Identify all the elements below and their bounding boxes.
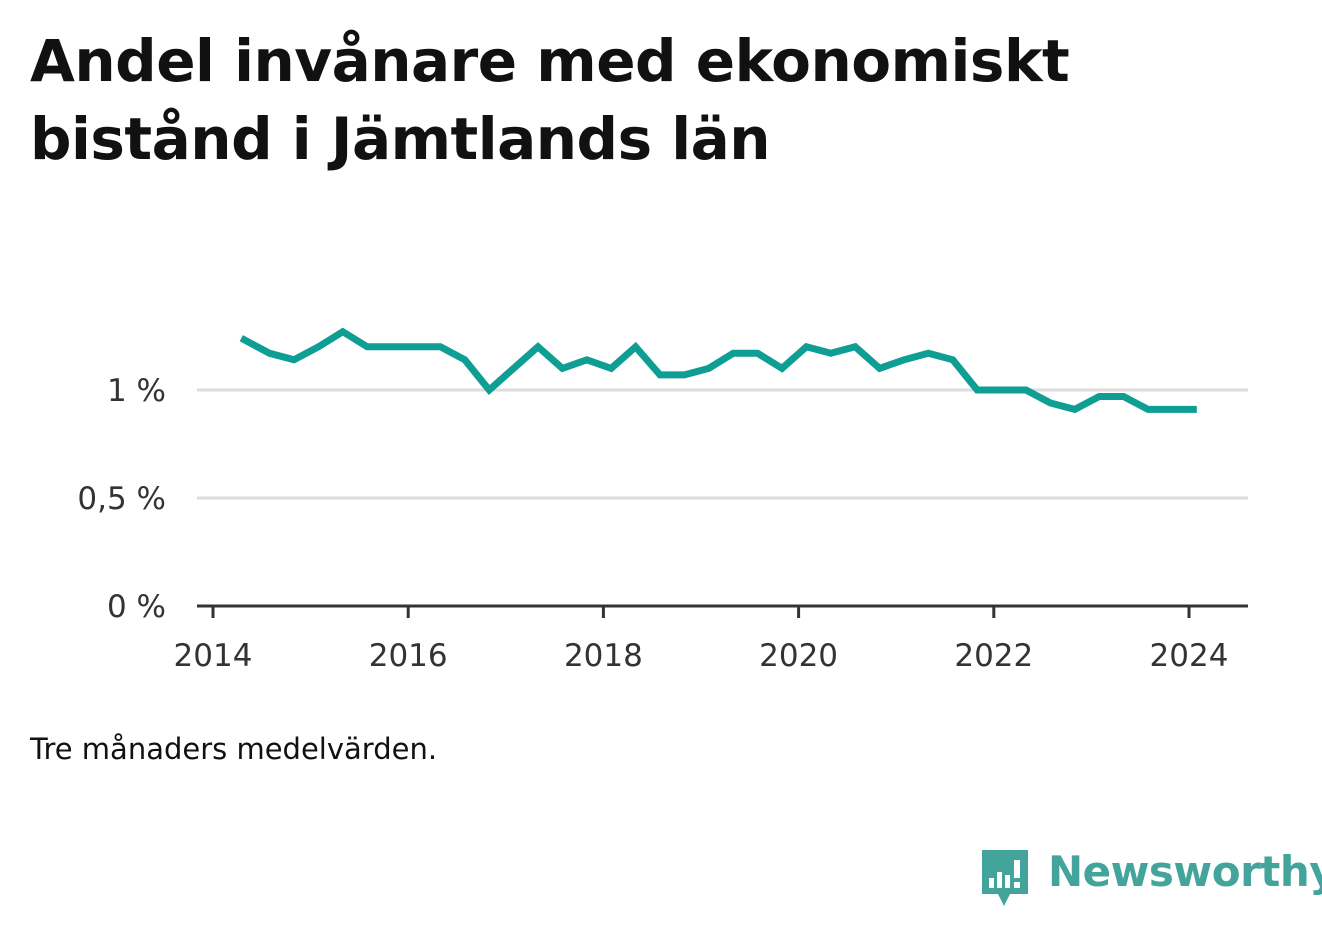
x-tick-label: 2024 bbox=[1150, 638, 1229, 674]
y-tick-label: 0,5 % bbox=[77, 481, 166, 517]
gridlines bbox=[197, 388, 1248, 500]
y-tick-label: 0 % bbox=[107, 589, 166, 625]
chart-note: Tre månaders medelvärden. bbox=[30, 732, 438, 766]
series bbox=[239, 327, 1197, 414]
x-tick-label: 2016 bbox=[369, 638, 448, 674]
x-axis-labels: 2014 2016 2018 2020 2022 2024 bbox=[174, 638, 1229, 674]
x-axis bbox=[197, 604, 1248, 618]
series-line bbox=[239, 327, 1197, 414]
y-axis-labels: 0 % 0,5 % 1 % bbox=[77, 373, 166, 625]
x-tick-label: 2014 bbox=[174, 638, 253, 674]
y-tick-label: 1 % bbox=[107, 373, 166, 409]
x-tick-label: 2020 bbox=[759, 638, 838, 674]
x-tick-label: 2018 bbox=[564, 638, 643, 674]
newsworthy-logo: Newsworthy bbox=[980, 847, 1322, 910]
logo-text: Newsworthy bbox=[1048, 847, 1322, 896]
bar-chart-speech-bubble-icon bbox=[982, 850, 1028, 906]
x-tick-label: 2022 bbox=[954, 638, 1033, 674]
chart-title: Andel invånare med ekonomiskt bistånd i … bbox=[30, 27, 1070, 173]
